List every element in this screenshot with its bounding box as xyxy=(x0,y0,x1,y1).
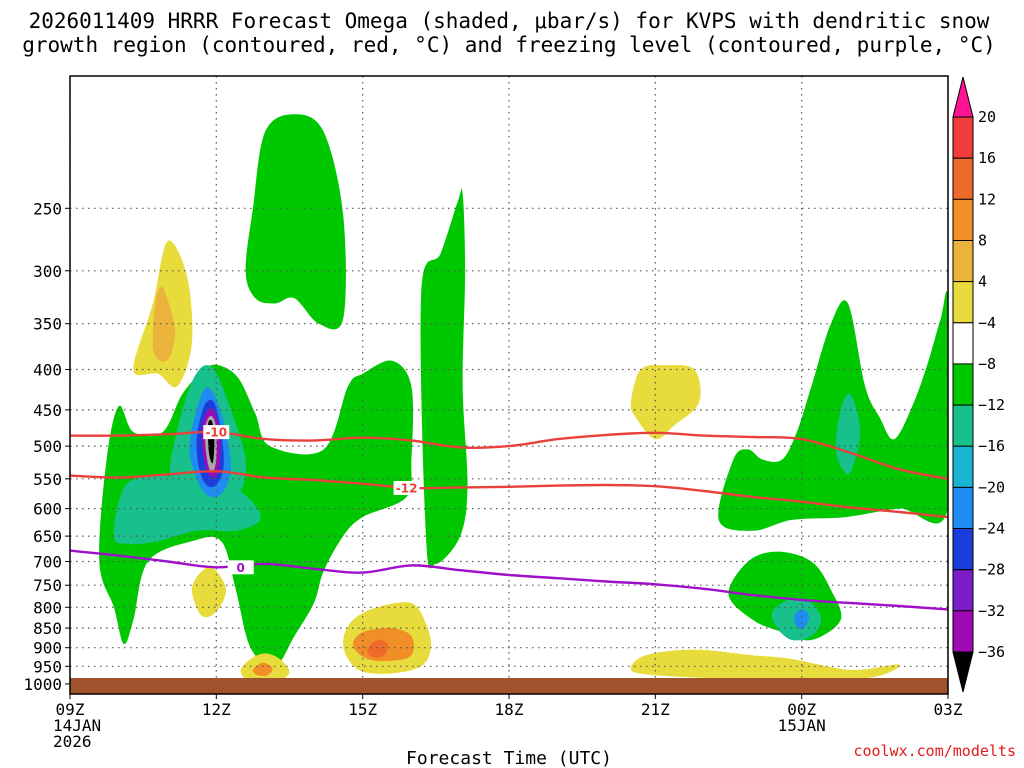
credit-text: coolwx.com/modelts xyxy=(853,742,1016,760)
x-axis-label: Forecast Time (UTC) xyxy=(406,748,612,768)
omega-region-late-day-ascent xyxy=(718,291,948,531)
x-tick-label-15-0: 00Z xyxy=(787,700,816,719)
freezing-contour-label-bg-0 xyxy=(227,560,254,575)
colorbar-label-11: −28 xyxy=(978,561,1005,579)
colorbar-label-13: −36 xyxy=(978,643,1005,661)
omega-region-12z-low-descent xyxy=(191,567,227,618)
colorbar-label-9: −20 xyxy=(978,478,1005,496)
chart-title-line-2: growth region (contoured, red, °C) and f… xyxy=(22,33,996,57)
colorbar-label-3: 8 xyxy=(978,232,987,250)
y-tick-label-850: 850 xyxy=(33,619,62,638)
omega-region-evening-low-descent xyxy=(630,649,900,681)
x-tick-label-9-0: 18Z xyxy=(495,700,524,719)
omega-region-13z-descent-orange xyxy=(252,662,273,676)
dgz-contour-label-bg-1 xyxy=(393,481,420,495)
dgz-contour-label-bg-0 xyxy=(203,425,230,440)
colorbar-label-12: −32 xyxy=(978,602,1005,620)
y-tick-label-650: 650 xyxy=(33,527,62,546)
y-tick-label-550: 550 xyxy=(33,470,62,489)
omega-region-00z-blue xyxy=(794,609,810,629)
colorbar-label-0: 20 xyxy=(978,108,996,126)
colorbar-swatch-2 xyxy=(952,198,974,242)
dgz-contour-line-1 xyxy=(70,469,948,519)
dgz-contour-label-1: -12 xyxy=(396,482,418,496)
colorbar-swatch-10 xyxy=(952,528,974,571)
dgz-contour-label-0: -10 xyxy=(205,426,227,440)
freezing-contour-label-0: 0 xyxy=(237,561,245,575)
colorbar-swatch-5 xyxy=(952,322,974,365)
y-tick-label-500: 500 xyxy=(33,437,62,456)
colorbar-swatch-4 xyxy=(952,281,974,324)
colorbar-bottom-arrow xyxy=(952,651,974,693)
y-tick-label-1000: 1000 xyxy=(23,675,62,694)
x-tick-label-0-1: 14JAN xyxy=(53,716,101,735)
y-tick-label-900: 900 xyxy=(33,639,62,658)
colorbar-swatch-1 xyxy=(952,157,974,200)
colorbar-label-5: −4 xyxy=(978,314,996,332)
omega-region-21z-mid-descent xyxy=(630,364,701,440)
colorbar-label-2: 12 xyxy=(978,190,996,208)
y-tick-label-950: 950 xyxy=(33,657,62,676)
colorbar-label-7: −12 xyxy=(978,396,1005,414)
omega-region-15z-core-red xyxy=(367,639,388,658)
colorbar-label-1: 16 xyxy=(978,149,996,167)
x-tick-label-12-0: 21Z xyxy=(641,700,670,719)
colorbar-label-4: 4 xyxy=(978,273,987,291)
ground-strip xyxy=(70,678,948,694)
chart-title-line-1: 2026011409 HRRR Forecast Omega (shaded, … xyxy=(29,9,990,33)
colorbar-swatch-3 xyxy=(952,240,974,283)
omega-region-12z-14z-upper-ascent xyxy=(245,114,346,330)
colorbar-label-8: −16 xyxy=(978,437,1005,455)
x-tick-label-18-0: 03Z xyxy=(934,700,963,719)
colorbar-swatch-6 xyxy=(952,363,974,406)
y-tick-label-300: 300 xyxy=(33,262,62,281)
y-tick-label-350: 350 xyxy=(33,315,62,334)
y-tick-label-450: 450 xyxy=(33,401,62,420)
y-tick-label-400: 400 xyxy=(33,361,62,380)
y-tick-label-250: 250 xyxy=(33,199,62,218)
x-tick-label-0-0: 09Z xyxy=(56,700,85,719)
y-tick-label-600: 600 xyxy=(33,500,62,519)
y-tick-label-700: 700 xyxy=(33,553,62,572)
x-tick-label-15-1: 15JAN xyxy=(778,716,826,735)
x-tick-label-0-2: 2026 xyxy=(53,732,92,751)
colorbar-label-6: −8 xyxy=(978,355,996,373)
x-tick-label-6-0: 15Z xyxy=(348,700,377,719)
colorbar-label-10: −24 xyxy=(978,520,1005,538)
colorbar-swatch-11 xyxy=(952,569,974,612)
omega-region-pre-12z-descent-max xyxy=(152,286,176,362)
y-axis: 2503003504004505005506006507007508008509… xyxy=(23,199,70,694)
temperature-contours: -10 -12 0 xyxy=(70,425,948,611)
y-tick-label-750: 750 xyxy=(33,576,62,595)
colorbar-swatch-8 xyxy=(952,445,974,488)
colorbar-swatch-0 xyxy=(952,116,974,159)
colorbar-top-arrow xyxy=(952,76,974,118)
freezing-contour-line-0 xyxy=(70,549,948,611)
colorbar: 20 16 12 8 4 −4 −8 −12 −16 −20 −24 −28 −32 −36 xyxy=(952,76,1005,693)
y-tick-label-800: 800 xyxy=(33,598,62,617)
colorbar-swatch-7 xyxy=(952,404,974,447)
colorbar-swatch-12 xyxy=(952,610,974,653)
omega-region-17z-tower xyxy=(420,188,468,569)
colorbar-swatch-9 xyxy=(952,486,974,530)
x-tick-label-3-0: 12Z xyxy=(202,700,231,719)
